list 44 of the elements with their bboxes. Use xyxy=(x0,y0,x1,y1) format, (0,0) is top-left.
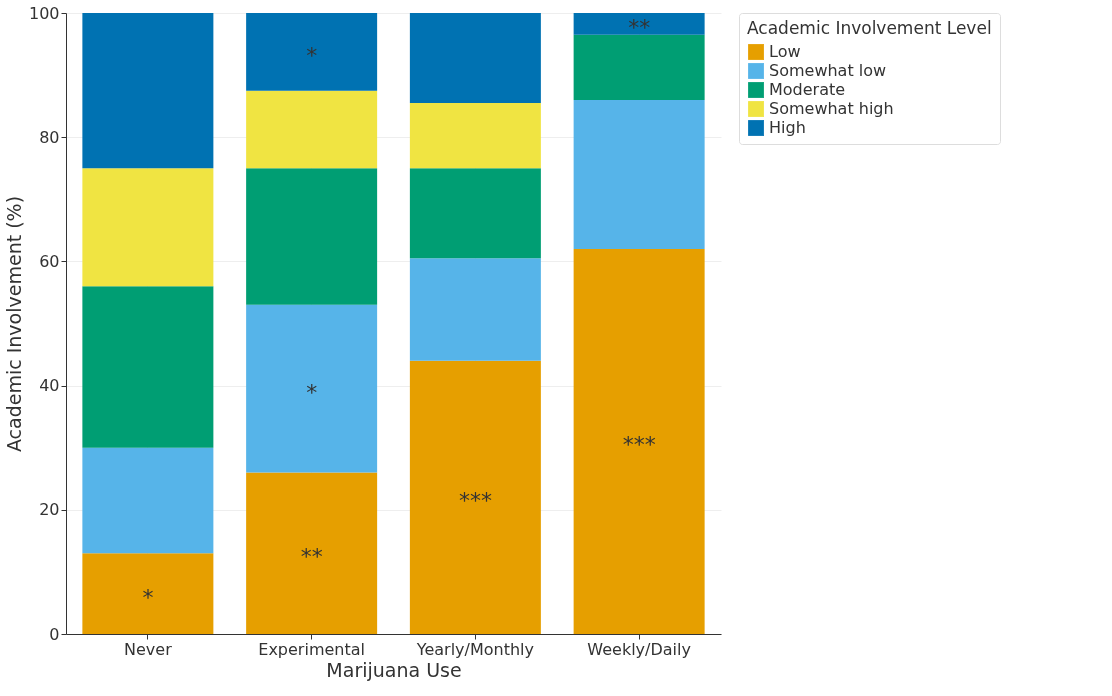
bar xyxy=(246,13,378,91)
x-tick-label: Experimental xyxy=(258,639,365,659)
bar xyxy=(82,168,214,287)
data-label: ** xyxy=(300,544,323,570)
bar xyxy=(409,360,541,634)
y-tick-label: 80 xyxy=(39,127,60,147)
bar xyxy=(409,258,541,361)
x-tick-label: Weekly/Daily xyxy=(587,639,691,659)
x-tick-label: Never xyxy=(124,639,173,659)
bar xyxy=(82,553,214,634)
bar xyxy=(573,13,705,35)
data-label: * xyxy=(142,584,154,610)
data-label: ** xyxy=(628,14,651,40)
bar xyxy=(409,168,541,259)
bar xyxy=(246,90,378,169)
bar xyxy=(409,13,541,104)
y-tick-label: 100 xyxy=(28,3,60,23)
bar xyxy=(246,304,378,473)
bar xyxy=(82,447,214,554)
legend-label: High xyxy=(769,118,806,137)
y-axis-title: Academic Involvement (%) xyxy=(2,195,25,453)
data-label: *** xyxy=(622,432,656,458)
y-tick-label: 20 xyxy=(39,500,60,520)
x-axis-title: Marijuana Use xyxy=(326,658,462,681)
y-tick-label: 60 xyxy=(39,251,60,271)
bar xyxy=(82,286,214,448)
legend-label: Low xyxy=(769,42,801,61)
bar xyxy=(409,103,541,169)
bar xyxy=(246,168,378,305)
x-tick-label: Yearly/Monthly xyxy=(415,639,534,659)
legend-label: Somewhat low xyxy=(769,61,887,80)
bar xyxy=(573,99,705,249)
legend-label: Somewhat high xyxy=(769,99,894,118)
legend-label: Moderate xyxy=(769,80,846,99)
y-tick-label: 0 xyxy=(49,624,60,644)
data-label: * xyxy=(306,379,318,405)
y-tick-label: 40 xyxy=(39,376,60,396)
bar xyxy=(573,248,705,634)
data-label: * xyxy=(306,42,318,68)
bar xyxy=(246,472,378,634)
bar xyxy=(573,34,705,100)
data-label: *** xyxy=(458,488,492,514)
legend-title: Academic Involvement Level xyxy=(747,18,992,38)
bar xyxy=(82,13,214,169)
